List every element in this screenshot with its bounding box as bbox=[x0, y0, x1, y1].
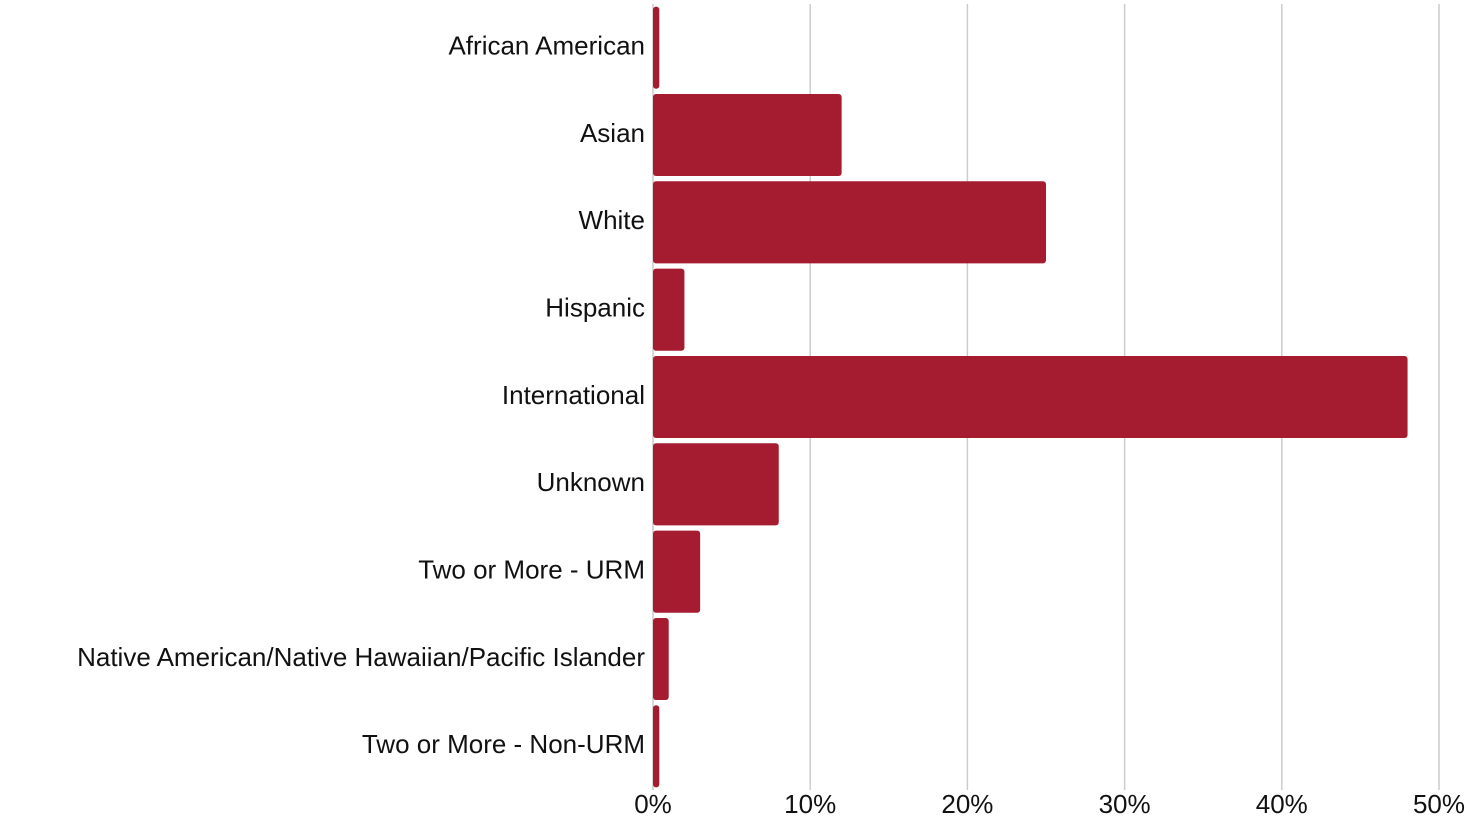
x-tick-label: 0% bbox=[634, 789, 672, 819]
bar bbox=[653, 93, 842, 177]
bar bbox=[653, 268, 685, 351]
x-tick-label: 20% bbox=[941, 789, 993, 819]
bar bbox=[653, 443, 779, 526]
bar bbox=[653, 705, 660, 788]
x-tick-label: 40% bbox=[1256, 789, 1308, 819]
bar bbox=[653, 6, 660, 89]
y-tick-label: Native American/Native Hawaiian/Pacific … bbox=[77, 642, 645, 672]
y-tick-label: Unknown bbox=[537, 467, 645, 497]
bar bbox=[653, 617, 669, 701]
bar bbox=[653, 530, 701, 613]
x-tick-label: 50% bbox=[1413, 789, 1465, 819]
y-tick-label: Two or More - URM bbox=[418, 555, 645, 585]
y-tick-label: African American bbox=[448, 31, 645, 61]
x-tick-label: 10% bbox=[784, 789, 836, 819]
bar bbox=[653, 181, 1046, 264]
y-tick-label: Hispanic bbox=[545, 293, 645, 323]
x-tick-label: 30% bbox=[1099, 789, 1151, 819]
y-tick-label: White bbox=[579, 205, 645, 235]
y-tick-label: Asian bbox=[580, 118, 645, 148]
y-tick-label: International bbox=[502, 380, 645, 410]
y-tick-label: Two or More - Non-URM bbox=[362, 729, 645, 759]
bar bbox=[653, 355, 1408, 439]
